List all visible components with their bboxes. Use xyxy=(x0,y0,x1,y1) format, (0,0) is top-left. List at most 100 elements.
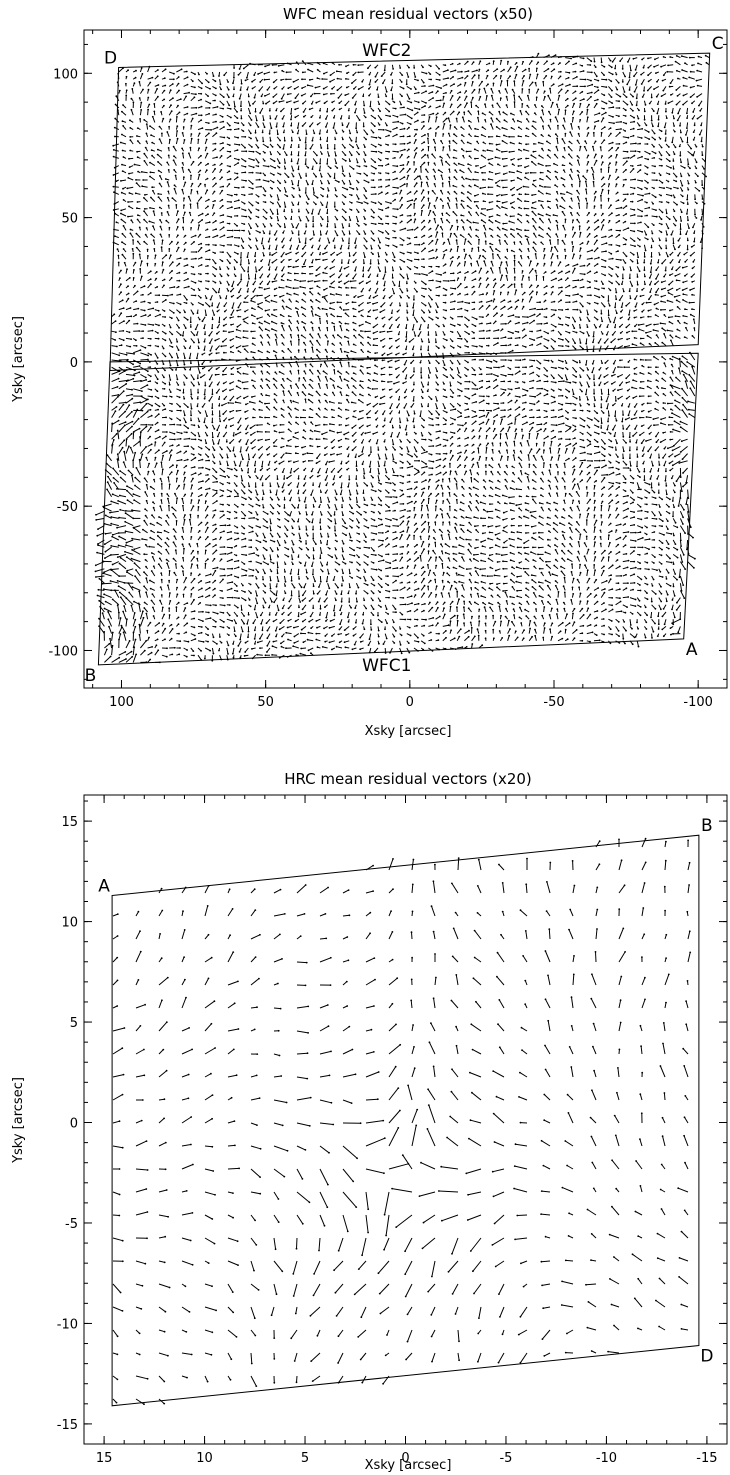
wfc-vector-head xyxy=(531,217,534,220)
wfc-vector-head xyxy=(282,125,285,128)
wfc-vector-head xyxy=(166,181,169,183)
wfc-vector-head xyxy=(460,191,463,194)
wfc-vector-head xyxy=(259,172,262,175)
wfc-vector-head xyxy=(261,131,264,134)
wfc-vector xyxy=(496,103,501,109)
wfc-vector-head xyxy=(183,197,186,200)
wfc-vector-head xyxy=(282,131,285,134)
wfc-vector-head xyxy=(468,125,471,127)
wfc-vector-head xyxy=(443,123,446,125)
wfc-vector-head xyxy=(531,125,534,127)
wfc-vector-head xyxy=(183,139,186,141)
wfc-vector-head xyxy=(320,224,323,227)
wfc-vector-head xyxy=(582,57,585,60)
wfc-vector-head xyxy=(479,167,482,169)
wfc-vector-head xyxy=(243,229,245,232)
wfc-vector-head xyxy=(396,208,399,211)
wfc-vector-head xyxy=(336,195,338,198)
wfc-vector-head xyxy=(567,263,570,266)
wfc-vector-head xyxy=(432,211,435,213)
wfc-vector-head xyxy=(581,242,584,244)
wfc-vector-head xyxy=(468,155,471,158)
wfc-vector-head xyxy=(644,104,647,106)
wfc-vector-head xyxy=(576,189,578,192)
wfc-vector-head xyxy=(470,101,473,103)
wfc-vector-head xyxy=(525,118,528,120)
wfc-vector-head xyxy=(667,255,669,258)
wfc-vector-head xyxy=(171,270,174,272)
wfc-vector-head xyxy=(205,138,208,141)
wfc-vector-head xyxy=(647,226,650,229)
wfc-vector-head xyxy=(536,262,539,265)
wfc-vector-head xyxy=(152,189,154,192)
wfc-vector-head xyxy=(310,103,313,105)
wfc-vector-head xyxy=(127,215,129,218)
wfc-vector-head xyxy=(404,113,407,116)
wfc-vector-head xyxy=(452,256,454,258)
wfc-vector-head xyxy=(125,94,128,97)
wfc-vector-head xyxy=(129,136,132,138)
wfc-vector-head xyxy=(559,261,562,264)
wfc-vector-head xyxy=(654,196,657,199)
wfc-vector-head xyxy=(134,261,137,264)
wfc-vector-head xyxy=(618,245,621,247)
wfc-vector-head xyxy=(322,87,325,90)
wfc-vector-head xyxy=(258,178,261,181)
wfc-vector-head xyxy=(512,118,514,120)
wfc-vector-head xyxy=(229,255,232,258)
wfc-vector-head xyxy=(181,188,184,191)
wfc-vector-head xyxy=(551,261,553,264)
wfc-vector-head xyxy=(562,155,564,158)
wfc-vector-head xyxy=(246,256,249,258)
wfc-vector-head xyxy=(654,138,656,141)
wfc-vector-head xyxy=(296,162,299,165)
wfc-vector-head xyxy=(322,253,324,255)
wfc-vector-head xyxy=(691,117,694,120)
wfc-vector-head xyxy=(552,214,555,216)
wfc-vector-head xyxy=(579,254,582,257)
wfc-vector-head xyxy=(335,132,338,135)
wfc-vector-head xyxy=(597,79,600,82)
wfc-vector-head xyxy=(279,139,281,142)
wfc-vector-head xyxy=(198,147,201,150)
wfc-vector-head xyxy=(126,268,128,271)
wfc-vector-head xyxy=(466,141,469,144)
wfc-vector-head xyxy=(267,240,270,243)
wfc-vector-head xyxy=(365,247,368,250)
wfc-vector-head xyxy=(422,258,425,260)
wfc-vector-head xyxy=(352,63,355,66)
wfc-vector xyxy=(384,86,388,92)
wfc-vector-head xyxy=(236,172,239,175)
wfc-vector-head xyxy=(620,206,623,209)
wfc-vector-head xyxy=(250,247,252,249)
wfc-vector-head xyxy=(476,140,478,143)
wfc-vector-head xyxy=(169,118,172,121)
wfc-vector-head xyxy=(312,220,314,223)
wfc-vector-head xyxy=(137,214,139,217)
wfc-vector-head xyxy=(200,154,202,157)
wfc-vector-head xyxy=(240,257,242,259)
wfc-vector xyxy=(557,89,562,94)
wfc-vector-head xyxy=(424,153,427,156)
wfc-vector-head xyxy=(307,68,309,71)
wfc-vector-head xyxy=(243,194,246,197)
wfc-vector-head xyxy=(214,252,217,255)
wfc-vector xyxy=(337,86,343,91)
wfc-vector-head xyxy=(161,239,164,242)
wfc-vector-head xyxy=(273,160,276,163)
wfc-vector-head xyxy=(665,117,668,119)
wfc-vector-head xyxy=(551,253,554,255)
wfc-vector-head xyxy=(572,110,575,113)
wfc-vector-head xyxy=(260,260,262,262)
wfc-vector-head xyxy=(494,156,497,159)
wfc-vector-head xyxy=(459,234,462,236)
wfc-vector-head xyxy=(401,214,404,216)
wfc-vector-head xyxy=(675,219,678,222)
wfc-vector-head xyxy=(253,74,256,76)
wfc-vector xyxy=(428,97,434,102)
wfc-vector-head xyxy=(426,154,429,157)
wfc-vector-head xyxy=(153,103,156,105)
wfc-vector-head xyxy=(358,225,360,227)
wfc-vector-head xyxy=(210,129,213,131)
wfc-vector-head xyxy=(451,95,454,97)
